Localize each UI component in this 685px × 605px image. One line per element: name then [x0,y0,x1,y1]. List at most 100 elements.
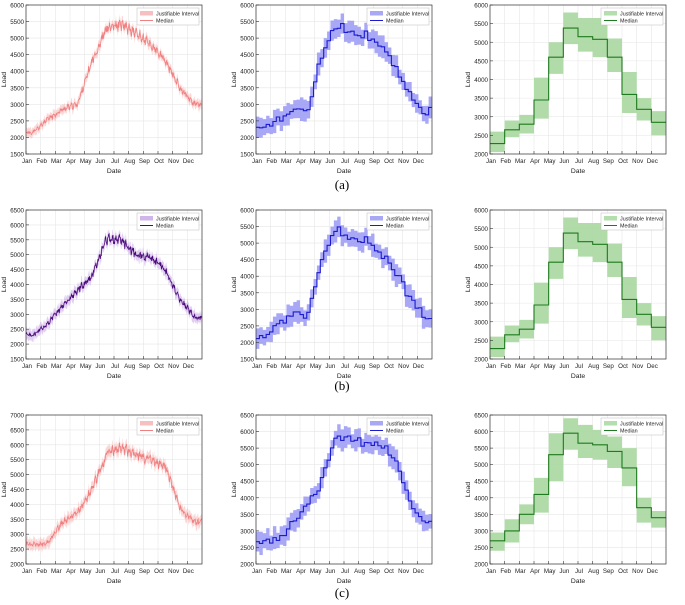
x-tick-label: Apr [530,158,540,165]
y-tick-label: 3000 [240,307,254,314]
x-tick-label: Jul [111,158,119,165]
x-tick-label: Nov [632,568,644,575]
x-axis-label: Date [337,578,352,585]
y-tick-label: 1500 [240,152,254,159]
y-axis-label: Load [231,72,238,87]
legend-swatch-interval [140,216,153,221]
x-tick-label: Jan [252,158,263,165]
x-tick-label: Sep [603,363,615,370]
y-tick-label: 4000 [474,282,488,289]
y-axis-label: Load [1,277,8,292]
y-tick-label: 4500 [474,479,488,486]
x-tick-label: Jul [575,568,583,575]
x-axis-label: Date [571,578,586,585]
x-tick-label: Jan [22,158,33,165]
x-tick-label: Feb [500,363,511,370]
x-tick-label: Feb [36,158,47,165]
y-tick-label: 3000 [240,528,254,535]
y-tick-label: 6000 [240,429,254,436]
x-tick-label: Dec [413,568,424,575]
legend-label-median: Median [386,429,404,435]
x-tick-label: Apr [296,158,306,165]
y-tick-label: 4000 [474,495,488,502]
y-tick-label: 5500 [474,446,488,453]
x-tick-label: May [80,363,93,370]
y-axis-label: Load [465,482,472,497]
interval-band [256,216,432,349]
legend: Justifiable Interval Median [366,417,430,436]
y-tick-label: 5000 [240,241,254,248]
y-tick-label: 2500 [240,118,254,125]
y-tick-label: 4000 [240,274,254,281]
x-tick-label: Jul [111,568,119,575]
x-tick-label: Feb [266,363,277,370]
y-axis-label: Load [1,72,8,87]
median-line [256,23,432,129]
y-axis-label: Load [465,72,472,87]
y-tick-label: 3000 [240,102,254,109]
x-tick-label: Jan [22,568,33,575]
chart-c1: 2000 2500 3000 3500 4000 4500 5000 5500 6000 6500… [1,413,203,585]
x-tick-label: Oct [154,363,164,370]
y-tick-label: 7000 [10,413,24,420]
chart-c3: 2000 2500 3000 3500 4000 4500 5000 5500 6000 6500… [465,413,667,585]
y-axis-label: Load [231,482,238,497]
x-axis-label: Date [107,373,122,380]
y-axis-label: Load [465,277,472,292]
x-tick-label: Dec [647,363,658,370]
x-tick-label: Jan [252,363,263,370]
y-tick-label: 2500 [474,338,488,345]
chart-b1: 1500 2000 2500 3000 3500 4000 4500 5000 5500 6000… [1,208,203,380]
legend-label-median: Median [620,19,638,25]
x-tick-label: Sep [139,363,151,370]
y-tick-label: 1500 [10,152,24,159]
y-tick-label: 5500 [474,226,488,233]
median-line [25,442,202,547]
y-tick-label: 4500 [10,267,24,274]
x-tick-label: Dec [183,363,194,370]
y-tick-label: 6000 [10,442,24,449]
x-tick-label: Oct [154,568,164,575]
y-tick-label: 2500 [240,323,254,330]
y-tick-label: 2000 [10,342,24,349]
y-tick-label: 5500 [10,237,24,244]
x-tick-label: May [310,158,323,165]
x-axis-label: Date [337,373,352,380]
x-tick-label: Apr [530,568,540,575]
x-tick-label: May [80,568,93,575]
y-tick-label: 5000 [240,462,254,469]
legend-label-interval: Justifiable Interval [156,11,199,17]
x-tick-label: Jul [575,158,583,165]
x-tick-label: Jan [486,158,497,165]
y-tick-label: 4500 [10,487,24,494]
y-tick-label: 4000 [10,502,24,509]
x-tick-label: May [80,158,93,165]
x-tick-label: Sep [369,568,381,575]
x-tick-label: Mar [515,568,526,575]
x-tick-label: Nov [168,158,180,165]
x-tick-label: Sep [369,158,381,165]
x-tick-label: Feb [266,158,277,165]
x-tick-label: Jun [559,158,570,165]
legend-label-median: Median [156,224,174,230]
median-line [256,226,432,340]
legend: Justifiable Interval Median [136,212,200,231]
legend-swatch-interval [140,421,153,426]
x-tick-label: Mar [51,158,62,165]
chart-a2: 1500 2000 2500 3000 3500 4000 4500 5000 5500 6000… [231,3,433,175]
y-tick-label: 6000 [10,3,24,10]
x-tick-label: Jun [325,568,336,575]
legend: Justifiable Interval Median [366,7,430,26]
y-tick-label: 6500 [474,413,488,420]
x-tick-label: Jan [22,363,33,370]
y-tick-label: 2500 [474,133,488,140]
x-tick-label: Jul [341,568,349,575]
x-tick-label: Jul [575,363,583,370]
y-tick-label: 3500 [240,85,254,92]
y-tick-label: 2000 [240,340,254,347]
x-tick-label: Dec [413,363,424,370]
y-tick-label: 6000 [474,429,488,436]
x-tick-label: Jun [95,158,106,165]
x-tick-label: May [544,568,557,575]
